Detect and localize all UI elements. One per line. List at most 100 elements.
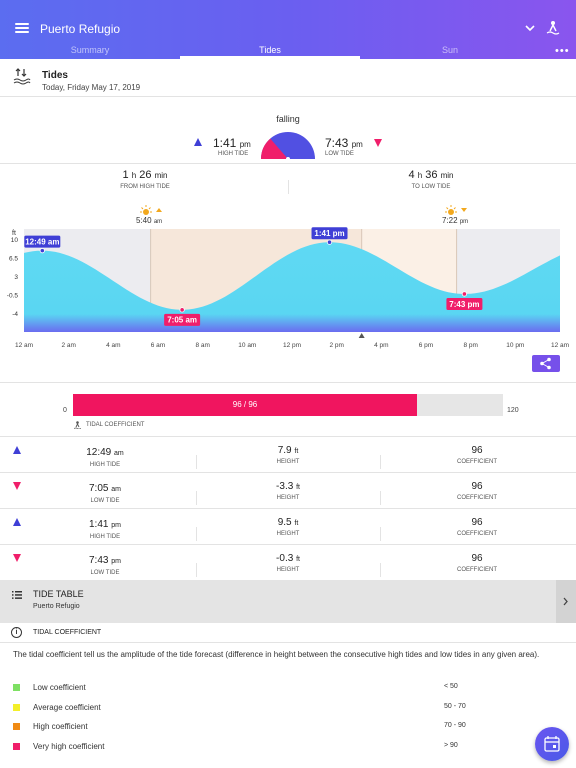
tide-row[interactable]: 7:05 am LOW TIDE -3.3 ft HEIGHT 96 COEFFICIEN… xyxy=(0,473,576,509)
divider xyxy=(380,527,381,541)
x-tick-label: 10 pm xyxy=(506,342,524,349)
tide-height-label: HEIGHT xyxy=(276,531,300,537)
x-tick-label: 12 am xyxy=(551,342,569,349)
divider xyxy=(0,163,576,164)
legend-swatch xyxy=(13,743,20,750)
sunset-icon xyxy=(445,205,467,215)
high-tide-label-bg xyxy=(24,235,61,248)
divider xyxy=(196,491,197,505)
divider xyxy=(380,491,381,505)
low-tide-label: 7:43 pm xyxy=(449,300,479,309)
low-tide-label-bg xyxy=(164,313,201,326)
divider xyxy=(0,96,576,97)
tab-sun[interactable]: Sun xyxy=(441,45,458,55)
section-date: Today, Friday May 17, 2019 xyxy=(42,83,141,92)
tide-table-subtitle: Puerto Refugio xyxy=(33,603,80,610)
divider xyxy=(196,455,197,469)
low-tide-arrow-icon xyxy=(13,482,21,490)
coefficient-min: 0 xyxy=(63,407,67,414)
coefficient-label: TIDAL COEFFICIENT xyxy=(86,422,145,428)
divider xyxy=(0,382,576,383)
x-tick-label: 8 am xyxy=(195,342,209,349)
tide-type-label: HIGH TIDE xyxy=(89,534,121,540)
low-tide-arrow-icon xyxy=(374,139,382,147)
next-tide-time: 7:43 pm xyxy=(325,136,363,150)
legend-label: Very high coefficient xyxy=(33,742,105,751)
tide-table-link[interactable]: TIDE TABLE Puerto Refugio xyxy=(0,580,576,623)
section-title: Tides xyxy=(42,70,68,81)
tide-coefficient-label: COEFFICIENT xyxy=(457,567,497,573)
legend-range: 70 - 90 xyxy=(444,722,466,729)
prev-tide-time: 1:41 pm xyxy=(213,136,251,150)
x-tick-label: 8 pm xyxy=(463,342,477,349)
legend-row: High coefficient 70 - 90 xyxy=(0,721,576,735)
sunrise-icon xyxy=(140,205,162,215)
divider xyxy=(196,527,197,541)
low-tide-label: 7:05 am xyxy=(167,316,197,325)
tide-coefficient-label: COEFFICIENT xyxy=(457,459,497,465)
high-tide-point xyxy=(39,248,45,254)
calendar-icon xyxy=(544,736,560,752)
tide-coefficient: 96 xyxy=(471,445,483,456)
share-button[interactable] xyxy=(532,355,560,372)
calendar-fab-button[interactable] xyxy=(535,727,569,761)
info-icon: i xyxy=(11,627,22,638)
x-tick-label: 2 am xyxy=(61,342,75,349)
tab-tides[interactable]: Tides xyxy=(259,45,281,55)
tide-type-label: LOW TIDE xyxy=(90,498,120,504)
tide-table-title: TIDE TABLE xyxy=(33,589,84,599)
tide-state: falling xyxy=(276,114,300,124)
duration-to-low: 4 h 36 min xyxy=(408,169,454,181)
tides-icon xyxy=(13,68,31,85)
legend-row: Low coefficient < 50 xyxy=(0,682,576,696)
tide-height: -3.3 ft xyxy=(276,481,300,492)
tide-time: 7:43 pm xyxy=(89,555,121,566)
active-tab-indicator xyxy=(180,56,360,59)
chevron-down-icon[interactable] xyxy=(524,22,536,34)
app-title: Puerto Refugio xyxy=(40,22,121,36)
high-tide-arrow-icon xyxy=(13,518,21,526)
coefficient-max: 120 xyxy=(507,407,519,414)
legend-row: Very high coefficient > 90 xyxy=(0,741,576,755)
tide-height-label: HEIGHT xyxy=(276,567,300,573)
tab-summary[interactable]: Summary xyxy=(70,45,110,55)
tide-gauge xyxy=(261,132,315,160)
x-tick-label: 4 pm xyxy=(374,342,388,349)
divider xyxy=(380,455,381,469)
tide-row[interactable]: 12:49 am HIGH TIDE 7.9 ft HEIGHT 96 COEFFICIE… xyxy=(0,437,576,473)
sunrise-time: 5:40 am xyxy=(136,216,163,225)
tide-row[interactable]: 7:43 pm LOW TIDE -0.3 ft HEIGHT 96 COEFFICIEN… xyxy=(0,545,576,581)
tide-area-series xyxy=(24,242,560,332)
tide-coefficient: 96 xyxy=(471,517,483,528)
y-tick-label: 10 xyxy=(11,237,19,244)
legend-label: High coefficient xyxy=(33,722,88,731)
info-title: TIDAL COEFFICIENT xyxy=(33,629,102,636)
tide-table-arrow[interactable] xyxy=(556,580,576,623)
tab-bar: Summary Tides Sun xyxy=(0,42,576,59)
tide-coefficient-label: COEFFICIENT xyxy=(457,495,497,501)
tide-row[interactable]: 1:41 pm HIGH TIDE 9.5 ft HEIGHT 96 COEFFICIEN… xyxy=(0,509,576,545)
x-tick-label: 12 pm xyxy=(283,342,301,349)
tide-time: 7:05 am xyxy=(89,483,121,494)
high-tide-label: 1:41 pm xyxy=(314,229,344,238)
legend-label: Average coefficient xyxy=(33,703,101,712)
x-tick-label: 6 pm xyxy=(419,342,433,349)
more-icon[interactable]: ••• xyxy=(555,45,570,57)
legend-range: > 90 xyxy=(444,742,458,749)
legend-range: < 50 xyxy=(444,683,458,690)
divider xyxy=(196,563,197,577)
tide-person-icon[interactable] xyxy=(546,20,560,36)
divider xyxy=(0,436,576,437)
menu-icon[interactable] xyxy=(15,23,29,33)
high-tide-arrow-icon xyxy=(194,138,202,146)
x-tick-label: 6 am xyxy=(151,342,165,349)
app-header: Puerto Refugio Summary Tides Sun ••• xyxy=(0,0,576,59)
low-tide-arrow-icon xyxy=(13,554,21,562)
duration-from-high: 1 h 26 min xyxy=(122,169,168,181)
info-text: The tidal coefficient tell us the amplit… xyxy=(13,650,540,659)
tide-coefficient-label: COEFFICIENT xyxy=(457,531,497,537)
x-tick-label: 2 pm xyxy=(329,342,343,349)
tide-time: 12:49 am xyxy=(86,447,124,458)
tide-type-label: HIGH TIDE xyxy=(89,462,121,468)
